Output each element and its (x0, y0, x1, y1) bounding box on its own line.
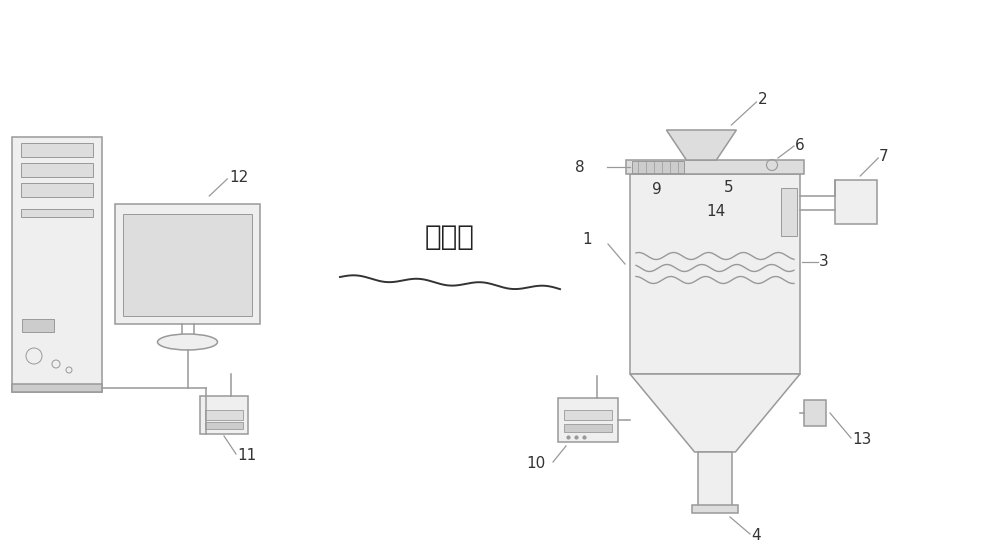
Text: 6: 6 (795, 138, 805, 152)
Text: 3: 3 (819, 255, 829, 269)
Text: 1: 1 (582, 233, 592, 248)
Text: 8: 8 (575, 159, 585, 175)
Text: 9: 9 (652, 182, 662, 197)
Polygon shape (666, 130, 736, 160)
Bar (781, 188, 797, 236)
Bar (123, 214, 252, 316)
Text: 11: 11 (237, 448, 256, 463)
Bar (626, 160, 804, 174)
Bar (692, 505, 738, 513)
Bar (835, 180, 877, 224)
Bar (632, 161, 684, 173)
Ellipse shape (158, 334, 218, 350)
Text: 13: 13 (852, 433, 871, 448)
Bar (205, 422, 243, 429)
Bar (804, 400, 826, 426)
Bar (564, 410, 612, 420)
Text: 10: 10 (526, 456, 546, 472)
Bar (115, 204, 260, 324)
Text: 5: 5 (724, 179, 733, 195)
Bar (12, 137, 102, 392)
Bar (630, 174, 800, 374)
Bar (564, 424, 612, 432)
Text: 电磁波: 电磁波 (425, 223, 475, 251)
Text: 12: 12 (229, 170, 248, 184)
Polygon shape (630, 374, 800, 452)
Bar (12, 384, 102, 392)
Text: 2: 2 (757, 93, 767, 107)
Bar (21, 209, 93, 217)
Bar (21, 163, 93, 177)
Bar (558, 398, 618, 442)
Bar (21, 143, 93, 157)
Text: 7: 7 (879, 149, 889, 164)
Bar (22, 319, 54, 332)
Bar (205, 410, 243, 420)
Text: 4: 4 (751, 528, 761, 542)
Bar (21, 183, 93, 197)
Text: 14: 14 (706, 204, 726, 220)
Bar (698, 452, 732, 507)
Bar (200, 396, 248, 434)
